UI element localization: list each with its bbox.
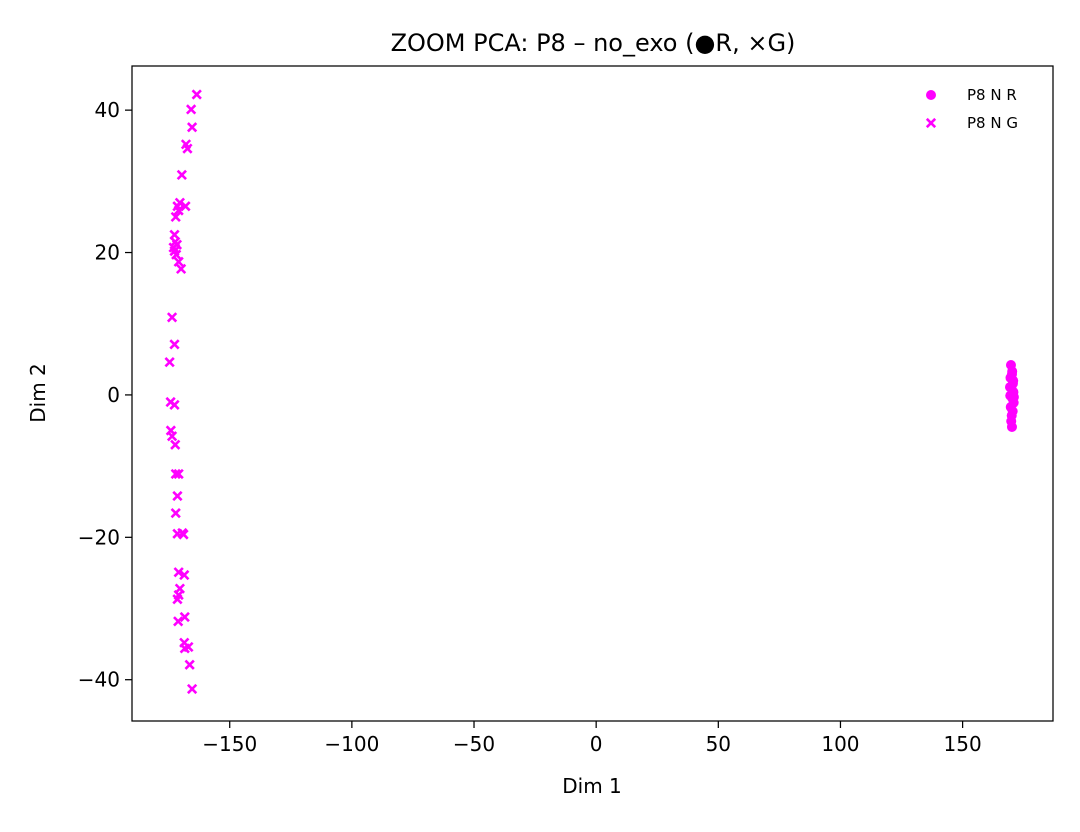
x-axis: −150 −100 −50 0 50 100 150 [202,721,982,756]
legend-label-g: P8 N G [967,114,1018,132]
data-point-x [170,468,181,480]
data-point-x [179,611,190,623]
data-point-x [173,205,184,216]
x-tick-label: 100 [821,732,859,756]
data-point-x [191,89,202,100]
data-point-x [172,490,183,502]
y-axis-label: Dim 2 [26,363,50,423]
data-point-circle [1008,392,1019,403]
series-circle [1005,360,1019,432]
y-tick-label: −20 [78,525,120,549]
data-point-x [175,263,187,275]
data-point-circle [1005,382,1016,393]
chart-title: ZOOM PCA: P8 – no_exo (●R, ×G) [391,29,796,57]
data-point-x [169,399,180,411]
data-point-x [178,529,189,540]
data-point-x [164,357,175,368]
data-point-x [183,641,194,653]
y-axis: −40 −20 0 20 40 [78,98,132,692]
data-point-x [170,439,181,450]
x-tick-label: −50 [453,732,495,756]
data-point-x [173,468,184,480]
x-tick-label: −100 [324,732,379,756]
legend-label-r: P8 N R [967,86,1017,104]
plot-area-frame [131,65,1054,722]
data-point-x [176,169,187,181]
data-point-x [171,249,182,260]
data-point-x [170,507,181,519]
data-point-x [186,683,198,695]
series-x [164,89,202,695]
data-point-x [173,616,184,627]
x-axis-label: Dim 1 [562,774,622,798]
y-tick-label: 40 [95,98,120,122]
x-tick-label: −150 [202,732,257,756]
data-point-x [186,122,198,133]
data-point-circle [1006,369,1017,380]
data-point-x [186,104,197,115]
legend-marker-x [925,117,937,129]
x-tick-label: 50 [706,732,731,756]
data-point-x [172,594,183,605]
data-series-layer [164,89,1019,695]
data-point-x [184,659,195,670]
data-point-x [182,143,193,154]
data-point-circle [1006,421,1017,432]
data-point-x [173,256,184,267]
data-point-x [170,211,181,223]
data-point-x [166,312,178,323]
data-point-x [169,339,180,350]
data-point-x [180,201,191,212]
x-tick-label: 0 [590,732,603,756]
data-point-x [179,569,190,581]
y-tick-label: −40 [78,668,120,692]
data-point-x [166,431,178,442]
y-tick-label: 0 [107,383,120,407]
data-point-x [171,239,183,250]
data-point-x [173,567,184,578]
x-tick-label: 150 [944,732,982,756]
legend: P8 N R P8 N G [925,86,1018,132]
legend-marker-circle [926,90,936,100]
y-tick-label: 20 [95,241,120,265]
